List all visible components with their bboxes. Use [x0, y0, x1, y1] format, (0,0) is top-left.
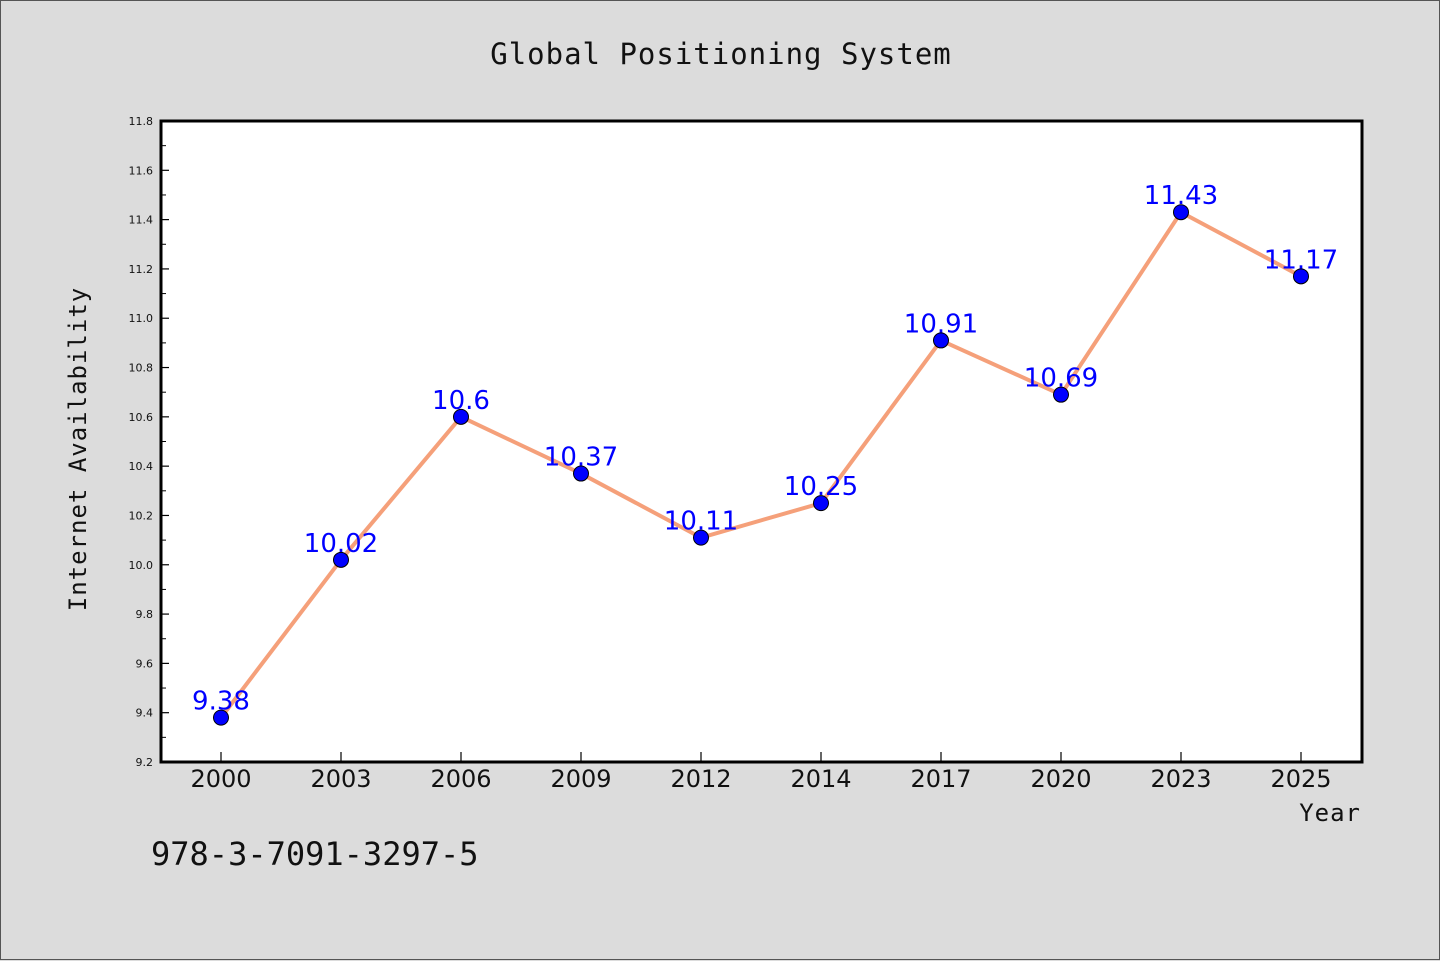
x-axis-title: Year — [1299, 799, 1361, 827]
data-point-label: 10.37 — [544, 443, 618, 473]
data-point-label: 10.6 — [432, 386, 490, 416]
marker-group — [213, 204, 1309, 726]
y-tick-label: 11.2 — [129, 263, 154, 276]
data-point-label: 10.02 — [304, 529, 378, 559]
data-point-label: 10.91 — [904, 309, 978, 339]
x-tick-label: 2014 — [790, 765, 851, 793]
y-tick-label: 9.4 — [136, 707, 154, 720]
x-tick-label: 2012 — [670, 765, 731, 793]
y-tick-label: 11.6 — [129, 164, 154, 177]
y-tick-label: 11.4 — [129, 214, 154, 227]
y-tick-label: 9.2 — [136, 756, 154, 769]
x-tick-label: 2020 — [1030, 765, 1091, 793]
data-point-label: 10.25 — [784, 472, 858, 502]
isbn-label: 978-3-7091-3297-5 — [151, 835, 479, 873]
y-tick-label: 10.2 — [129, 509, 154, 522]
data-point-marker — [933, 332, 949, 349]
data-point-marker — [693, 529, 709, 546]
y-axis-title: Internet Availability — [64, 287, 92, 611]
data-point-marker — [1173, 204, 1189, 221]
data-point-label: 11.43 — [1144, 181, 1218, 211]
x-tick-label: 2025 — [1270, 765, 1331, 793]
data-point-marker — [333, 551, 349, 568]
data-point-marker — [453, 408, 469, 425]
chart-title: Global Positioning System — [490, 37, 952, 71]
y-tick-label: 10.4 — [129, 460, 154, 473]
data-point-marker — [573, 465, 589, 482]
x-tick-label: 2003 — [310, 765, 371, 793]
y-tick-label: 10.6 — [129, 411, 154, 424]
y-tick-label: 11.0 — [129, 312, 154, 325]
data-label-group: 9.38 10.02 10.6 10.37 10.11 10.25 10.91 10.69 11… — [192, 181, 1338, 716]
data-point-label: 10.69 — [1024, 364, 1098, 394]
x-tick-label: 2006 — [430, 765, 491, 793]
data-point-label: 9.38 — [192, 687, 250, 717]
series-line-group — [219, 210, 1302, 719]
plot-area — [159, 119, 1364, 764]
y-tick-label: 11.8 — [129, 115, 154, 128]
data-point-marker — [213, 709, 229, 726]
y-tick-label: 9.6 — [136, 657, 154, 670]
data-point-label: 10.11 — [664, 507, 738, 537]
data-point-marker — [813, 495, 829, 512]
x-tick-label: 2017 — [910, 765, 971, 793]
y-tick-label: 10.8 — [129, 362, 154, 375]
y-tick-label: 9.8 — [136, 608, 154, 621]
y-tick-label: 10.0 — [129, 559, 154, 572]
x-tick-label: 2023 — [1150, 765, 1211, 793]
x-tick-label: 2009 — [550, 765, 611, 793]
series-line — [219, 210, 1302, 719]
data-point-marker — [1293, 268, 1309, 285]
x-tick-label: 2000 — [190, 765, 251, 793]
y-axis: 9.2 9.4 9.6 9.8 10.0 10.2 10.4 10.6 10.8 11.0 11.2… — [129, 115, 169, 769]
data-point-marker — [1053, 386, 1069, 403]
x-axis: 2000 2003 2006 2009 2012 2014 2017 2020 2023 2025 — [190, 752, 1332, 793]
data-point-label: 11.17 — [1264, 245, 1338, 275]
